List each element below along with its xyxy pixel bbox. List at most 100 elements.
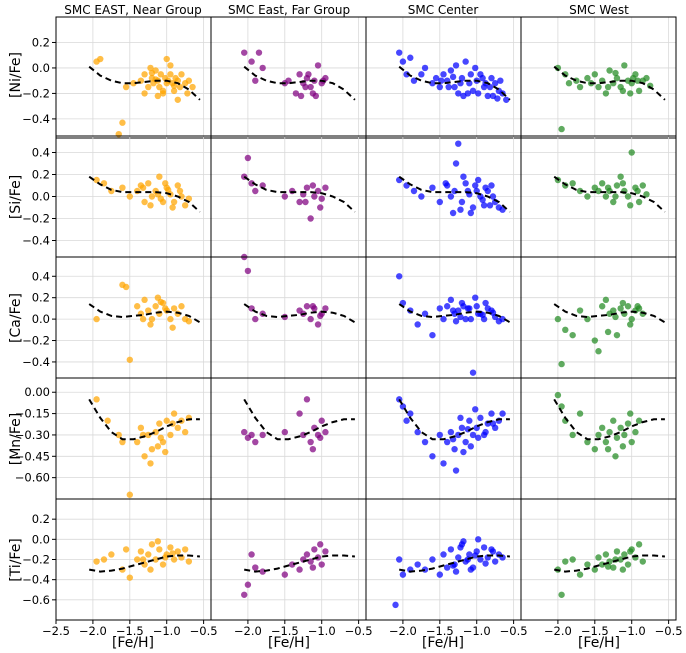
y-tick-label-r4-3: −0.45: [15, 449, 50, 463]
point-r2-c3-14: [473, 187, 480, 195]
point-r4-c2-15: [317, 434, 324, 441]
point-r5-c3-27: [467, 566, 475, 573]
y-tick-label-r4-1: −0.15: [15, 407, 50, 421]
point-r4-c3-2: [403, 417, 410, 424]
point-r3-c4-4: [576, 307, 584, 314]
point-r4-c3-8: [440, 460, 447, 467]
y-tick-label-r3-0: 0.4: [32, 269, 50, 283]
point-r4-c3-14: [462, 438, 469, 446]
point-r5-c2-9: [303, 551, 311, 558]
trend-line-r1-c4: [553, 65, 666, 101]
point-r2-c3-10: [458, 198, 466, 206]
point-r5-c1-17: [174, 548, 181, 555]
point-r3-c4-13: [617, 305, 624, 312]
point-r4-c3-21: [488, 410, 495, 417]
point-r2-c4-19: [643, 191, 650, 198]
point-r1-c2-17: [302, 83, 309, 91]
point-r1-c3-34: [497, 77, 504, 84]
point-r5-c3-22: [491, 558, 499, 565]
trend-line-r3-c4: [553, 303, 666, 324]
point-r5-c4-21: [627, 548, 634, 555]
point-r2-c2-15: [309, 182, 317, 189]
point-r4-c4-22: [604, 445, 612, 453]
point-r5-c2-14: [322, 548, 329, 555]
point-r4-c4-17: [632, 428, 639, 436]
point-r1-c1-18: [163, 55, 170, 63]
y-tick-label-r5-0: 0.2: [32, 512, 50, 526]
y-tick-label-r1-1: 0.0: [32, 61, 50, 75]
point-r5-c4-20: [619, 566, 627, 573]
ylabel-row-4: [Mn/Fe]: [8, 413, 24, 466]
point-r5-c1-19: [181, 546, 189, 553]
point-r4-c4-5: [584, 438, 591, 446]
point-r5-c1-20: [185, 558, 193, 565]
point-r4-c1-22: [162, 448, 169, 456]
panel-frame-r5-c4: [520, 498, 677, 621]
point-r1-c3-1: [399, 58, 407, 65]
point-r4-c1-11: [156, 420, 163, 427]
trend-line-r3-c2: [243, 303, 356, 324]
point-r5-c4-23: [604, 563, 612, 570]
column-title-1: SMC EAST, Near Group: [64, 3, 202, 17]
point-r5-c2-10: [307, 558, 314, 565]
point-r1-c4-14: [613, 74, 621, 82]
x-tick-label-c3-1: −2.0: [389, 624, 417, 638]
point-r5-c3-31: [457, 544, 464, 551]
y-tick-label-r5-4: −0.6: [22, 593, 50, 607]
point-r4-c2-4: [259, 431, 266, 439]
point-r2-c3-34: [442, 180, 449, 187]
point-r3-c3-16: [473, 303, 480, 310]
point-r3-c4-3: [569, 331, 576, 339]
x-tick-label-c2-3: −1.0: [308, 624, 336, 638]
point-r3-c3-33: [479, 311, 486, 319]
point-r5-c1-4: [122, 546, 130, 553]
point-r3-c3-24: [452, 318, 460, 325]
point-r4-c2-6: [296, 410, 303, 417]
point-r1-c4-16: [621, 62, 628, 69]
x-tick-label-c1-2: −1.5: [116, 624, 144, 638]
trend-line-r3-c3: [398, 303, 511, 324]
x-tick-label-c2-2: −1.5: [271, 624, 299, 638]
point-r3-c1-18: [185, 318, 193, 325]
plot-area: 0.2 0.0 −0.2 −0.4 0.4 0.2 0.0 −0.2 −0.4 0.4 0.2 0.0…: [15, 16, 683, 638]
point-r3-c1-8: [148, 315, 156, 323]
point-r5-c4-4: [576, 571, 584, 578]
point-r2-c2-1: [244, 154, 252, 162]
point-r4-c4-14: [621, 431, 628, 439]
point-r1-c3-42: [494, 95, 501, 102]
point-r2-c3-3: [418, 193, 425, 200]
point-r5-c4-2: [562, 558, 569, 565]
point-r2-c3-8: [451, 187, 458, 195]
point-r2-c3-7: [447, 193, 455, 200]
point-r4-c3-26: [460, 448, 467, 456]
point-r5-c2-3: [252, 564, 259, 571]
point-r3-c3-31: [464, 305, 472, 312]
point-r5-c1-22: [154, 538, 162, 545]
point-r5-c4-9: [602, 551, 610, 558]
point-r3-c2-1: [244, 267, 252, 275]
point-r3-c1-22: [169, 324, 176, 331]
point-r2-c1-16: [174, 182, 181, 189]
point-r1-c3-9: [436, 83, 444, 91]
point-r2-c4-6: [595, 187, 602, 195]
point-r1-c1-33: [141, 90, 148, 97]
point-r3-c1-21: [162, 305, 169, 312]
trend-line-r2-c2: [243, 175, 356, 213]
y-tick-label-r4-4: −0.60: [15, 471, 50, 485]
point-r4-c2-2: [248, 431, 255, 439]
point-r5-c1-9: [145, 551, 152, 558]
point-r1-c3-18: [469, 87, 477, 95]
point-r4-c3-25: [452, 467, 460, 474]
point-r4-c3-6: [429, 453, 436, 460]
point-r2-c1-3: [119, 184, 126, 191]
point-r3-c1-19: [147, 321, 154, 328]
point-r1-c3-8: [432, 74, 440, 82]
point-r3-c1-14: [170, 305, 178, 312]
point-r2-c2-11: [311, 193, 318, 200]
point-r2-c3-2: [410, 187, 418, 195]
point-r2-c1-27: [164, 186, 172, 194]
point-r4-c4-20: [627, 410, 634, 417]
point-r4-c3-4: [414, 428, 421, 436]
point-r4-c1-13: [163, 417, 170, 424]
